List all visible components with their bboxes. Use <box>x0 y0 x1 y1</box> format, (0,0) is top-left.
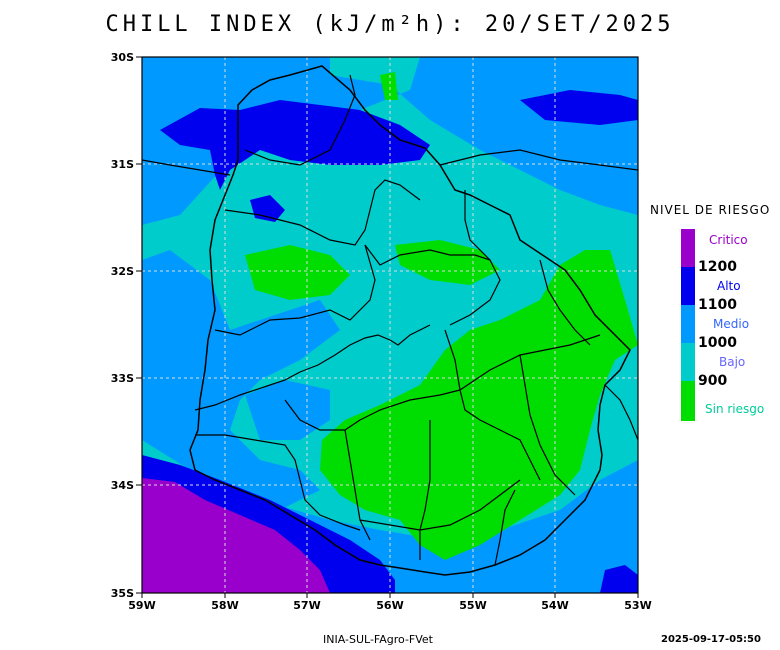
lon-label: 59W <box>128 599 155 612</box>
lat-label: 34S <box>111 479 134 492</box>
legend-title: NIVEL DE RIESGO <box>650 203 771 217</box>
legend-label-medio: Medio <box>713 317 750 331</box>
lat-label: 35S <box>111 587 134 600</box>
lon-label: 57W <box>293 599 320 612</box>
credit-text: INIA-SUL-FAgro-FVet <box>323 633 433 646</box>
lat-label: 32S <box>111 265 134 278</box>
lat-label: 31S <box>111 158 134 171</box>
legend-label-critico: Critico <box>709 233 748 247</box>
legend-break: 1000 <box>698 335 737 351</box>
lon-label: 53W <box>624 599 651 612</box>
legend-label-alto: Alto <box>717 279 741 293</box>
timestamp-text: 2025-09-17-05:50 <box>661 634 761 645</box>
legend-swatch-medio <box>681 305 695 343</box>
axis-ticks <box>136 56 639 598</box>
legend-break: 1100 <box>698 297 737 313</box>
lon-label: 54W <box>541 599 568 612</box>
legend-break: 1200 <box>698 259 737 275</box>
legend-swatch-sin-riesgo <box>681 381 695 421</box>
risk-area-sin-riesgo-east <box>320 250 638 560</box>
lon-label: 55W <box>459 599 486 612</box>
legend-swatch-critico <box>681 229 695 267</box>
legend-label-sin-riesgo: Sin riesgo <box>705 402 765 416</box>
risk-area-alto-north <box>160 100 430 190</box>
lat-label: 30S <box>111 51 134 64</box>
river-rio-negro <box>284 324 431 381</box>
lat-label: 33S <box>111 372 134 385</box>
risk-area-alto-ne <box>520 90 638 125</box>
country-outline <box>189 65 631 576</box>
graticule <box>142 57 638 593</box>
lon-label: 58W <box>211 599 238 612</box>
legend-break: 900 <box>698 373 728 389</box>
risk-area-critico <box>142 478 330 593</box>
risk-area-alto-se <box>600 565 638 593</box>
lon-label: 56W <box>376 599 403 612</box>
risk-area-sin-riesgo-north <box>245 245 350 300</box>
legend-swatch-alto <box>681 267 695 305</box>
map-title: CHILL INDEX (kJ/m²h): 20/SET/2025 <box>105 12 675 37</box>
risk-area-sin-riesgo-nw <box>380 72 398 100</box>
legend-label-bajo: Bajo <box>719 355 746 369</box>
department-borders <box>142 65 638 576</box>
legend-swatch-bajo <box>681 343 695 381</box>
